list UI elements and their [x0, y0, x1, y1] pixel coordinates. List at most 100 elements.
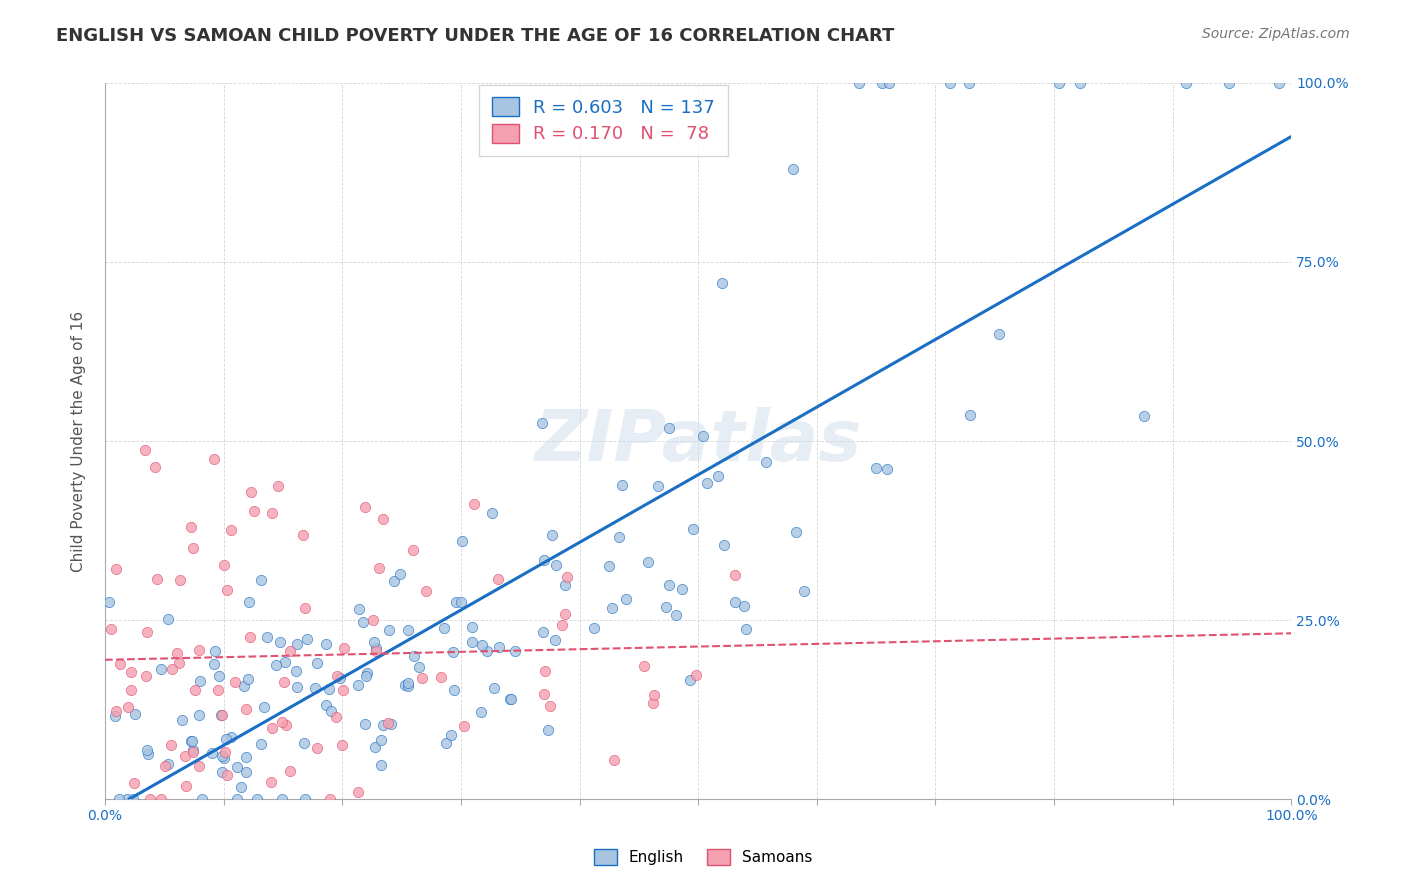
- Point: [278, 764, 301, 779]
- Point: [380, 716, 402, 731]
- Point: [482, 681, 505, 695]
- Point: [879, 76, 901, 90]
- Point: [211, 765, 233, 780]
- Point: [643, 688, 665, 702]
- Point: [139, 792, 162, 806]
- Point: [600, 600, 623, 615]
- Point: [785, 524, 807, 539]
- Point: [305, 741, 328, 756]
- Point: [876, 462, 898, 476]
- Point: [160, 662, 183, 676]
- Point: [319, 792, 342, 806]
- Point: [451, 533, 474, 548]
- Point: [872, 76, 894, 90]
- Point: [219, 730, 242, 744]
- Text: Source: ZipAtlas.com: Source: ZipAtlas.com: [1202, 27, 1350, 41]
- Point: [354, 669, 377, 683]
- Point: [217, 768, 239, 782]
- Point: [550, 618, 572, 632]
- Point: [120, 683, 142, 698]
- Point: [610, 477, 633, 491]
- Point: [110, 657, 132, 672]
- Point: [256, 630, 278, 644]
- Point: [117, 700, 139, 714]
- Point: [415, 584, 437, 599]
- Point: [208, 669, 231, 683]
- Point: [696, 475, 718, 490]
- Point: [364, 641, 387, 656]
- Point: [325, 710, 347, 724]
- Point: [724, 568, 747, 582]
- Text: ENGLISH VS SAMOAN CHILD POVERTY UNDER THE AGE OF 16 CORRELATION CHART: ENGLISH VS SAMOAN CHILD POVERTY UNDER TH…: [56, 27, 894, 45]
- Point: [167, 656, 190, 670]
- Point: [363, 634, 385, 648]
- Point: [555, 569, 578, 583]
- Point: [207, 683, 229, 698]
- Point: [347, 678, 370, 692]
- Point: [352, 615, 374, 629]
- Point: [204, 644, 226, 658]
- Point: [190, 792, 212, 806]
- Point: [246, 792, 269, 806]
- Point: [679, 673, 702, 687]
- Point: [735, 622, 758, 636]
- Point: [530, 416, 553, 430]
- Point: [181, 745, 204, 759]
- Point: [692, 429, 714, 443]
- Point: [274, 655, 297, 669]
- Point: [441, 645, 464, 659]
- Point: [188, 673, 211, 688]
- Point: [202, 657, 225, 672]
- Point: [364, 644, 387, 658]
- Point: [614, 591, 637, 606]
- Point: [538, 698, 561, 713]
- Point: [100, 622, 122, 636]
- Point: [402, 648, 425, 663]
- Point: [285, 680, 308, 694]
- Point: [347, 785, 370, 799]
- Point: [671, 582, 693, 596]
- Point: [544, 633, 567, 648]
- Point: [499, 691, 522, 706]
- Point: [658, 420, 681, 434]
- Point: [124, 707, 146, 722]
- Point: [394, 678, 416, 692]
- Point: [534, 664, 557, 678]
- Point: [463, 497, 485, 511]
- Point: [239, 631, 262, 645]
- Point: [202, 452, 225, 467]
- Point: [554, 578, 576, 592]
- Y-axis label: Child Poverty Under the Age of 16: Child Poverty Under the Age of 16: [72, 310, 86, 572]
- Point: [1218, 76, 1240, 90]
- Point: [184, 682, 207, 697]
- Point: [333, 641, 356, 656]
- Point: [153, 758, 176, 772]
- Point: [733, 599, 755, 614]
- Point: [260, 506, 283, 520]
- Point: [235, 765, 257, 780]
- Point: [221, 523, 243, 537]
- Point: [607, 530, 630, 544]
- Point: [433, 621, 456, 635]
- Point: [104, 708, 127, 723]
- Point: [710, 277, 733, 291]
- Point: [377, 715, 399, 730]
- Point: [637, 555, 659, 569]
- Point: [215, 731, 238, 746]
- Point: [229, 780, 252, 794]
- Point: [959, 408, 981, 422]
- Point: [533, 552, 555, 566]
- Point: [267, 478, 290, 492]
- Point: [315, 637, 337, 651]
- Point: [156, 757, 179, 772]
- Point: [305, 656, 328, 670]
- Point: [292, 736, 315, 750]
- Point: [315, 698, 337, 712]
- Point: [214, 746, 236, 760]
- Point: [408, 660, 430, 674]
- Point: [166, 646, 188, 660]
- Point: [209, 708, 232, 723]
- Point: [647, 478, 669, 492]
- Point: [533, 687, 555, 701]
- Point: [367, 560, 389, 574]
